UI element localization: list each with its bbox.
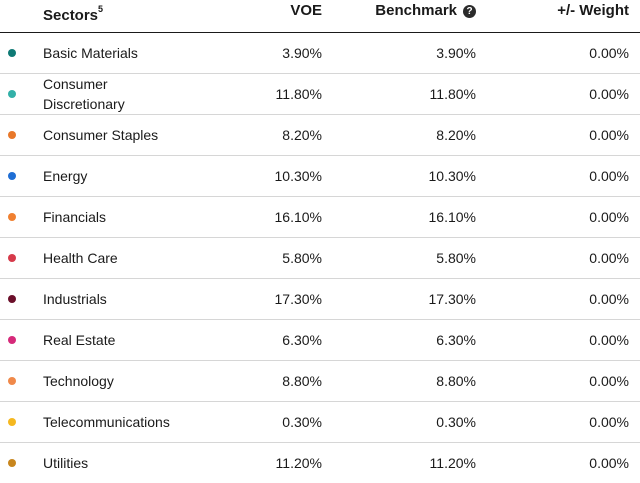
voe-column-header: VOE: [290, 2, 322, 19]
sector-color-dot-icon: [8, 418, 16, 426]
table-row: Consumer Staples 8.20% 8.20% 0.00%: [0, 115, 640, 156]
table-row: Technology 8.80% 8.80% 0.00%: [0, 361, 640, 402]
sector-color-dot-icon: [8, 295, 16, 303]
benchmark-value: 11.80%: [429, 86, 476, 102]
table-header: Sectors5 VOE Benchmark ? +/- Weight: [0, 0, 640, 33]
benchmark-value: 3.90%: [436, 45, 476, 61]
benchmark-value: 11.20%: [429, 455, 476, 471]
weight-diff-value: 0.00%: [589, 86, 629, 102]
sector-name: Consumer Staples: [43, 127, 159, 143]
benchmark-value: 8.80%: [436, 373, 476, 389]
sector-color-dot-icon: [8, 377, 16, 385]
voe-value: 11.20%: [275, 455, 322, 471]
weight-diff-value: 0.00%: [589, 250, 629, 266]
voe-value: 16.10%: [274, 209, 322, 225]
sector-name: Utilities: [43, 455, 89, 471]
table-row: Health Care 5.80% 5.80% 0.00%: [0, 238, 640, 279]
sectors-column-header: Sectors5: [43, 0, 103, 27]
benchmark-header-label: Benchmark: [375, 2, 457, 19]
benchmark-value: 17.30%: [428, 291, 476, 307]
weight-diff-value: 0.00%: [589, 209, 629, 225]
weight-diff-value: 0.00%: [589, 332, 629, 348]
sector-color-dot-icon: [8, 213, 16, 221]
sector-name: Industrials: [43, 291, 107, 307]
sector-name: Consumer Discretionary: [43, 76, 125, 112]
sector-name: Technology: [43, 373, 114, 389]
table-row: Telecommunications 0.30% 0.30% 0.00%: [0, 402, 640, 443]
table-row: Real Estate 6.30% 6.30% 0.00%: [0, 320, 640, 361]
sector-color-dot-icon: [8, 336, 16, 344]
weight-column-header: +/- Weight: [557, 2, 629, 19]
benchmark-value: 6.30%: [436, 332, 476, 348]
voe-value: 17.30%: [274, 291, 322, 307]
sector-name: Financials: [43, 209, 107, 225]
table-row: Energy 10.30% 10.30% 0.00%: [0, 156, 640, 197]
benchmark-value: 16.10%: [428, 209, 476, 225]
table-body: Basic Materials 3.90% 3.90% 0.00% Consumer D…: [0, 33, 640, 483]
benchmark-value: 5.80%: [436, 250, 476, 266]
voe-value: 11.80%: [275, 86, 322, 102]
benchmark-value: 10.30%: [428, 168, 476, 184]
table-row: Utilities 11.20% 11.20% 0.00%: [0, 443, 640, 483]
help-icon[interactable]: ?: [463, 4, 476, 18]
voe-value: 8.20%: [282, 127, 322, 143]
sector-name: Energy: [43, 168, 88, 184]
voe-value: 0.30%: [282, 414, 322, 430]
sector-color-dot-icon: [8, 90, 16, 98]
weight-diff-value: 0.00%: [589, 455, 629, 471]
weight-diff-value: 0.00%: [589, 168, 629, 184]
weight-diff-value: 0.00%: [589, 45, 629, 61]
voe-value: 6.30%: [282, 332, 322, 348]
voe-value: 3.90%: [282, 45, 322, 61]
sector-color-dot-icon: [8, 172, 16, 180]
sector-color-dot-icon: [8, 459, 16, 467]
table-row: Basic Materials 3.90% 3.90% 0.00%: [0, 33, 640, 74]
sector-color-dot-icon: [8, 254, 16, 262]
sector-name: Basic Materials: [43, 45, 138, 61]
weight-diff-value: 0.00%: [589, 373, 629, 389]
sector-name: Real Estate: [43, 332, 116, 348]
weight-diff-value: 0.00%: [589, 291, 629, 307]
sectors-header-label: Sectors: [43, 7, 99, 24]
table-row: Consumer Discretionary 11.80% 11.80% 0.00%: [0, 74, 640, 115]
sector-name: Health Care: [43, 250, 118, 266]
benchmark-value: 0.30%: [436, 414, 476, 430]
sector-name: Telecommunications: [43, 414, 170, 430]
weight-diff-value: 0.00%: [589, 414, 629, 430]
weight-diff-value: 0.00%: [589, 127, 629, 143]
sector-color-dot-icon: [8, 49, 16, 57]
voe-value: 10.30%: [274, 168, 322, 184]
table-row: Industrials 17.30% 17.30% 0.00%: [0, 279, 640, 320]
sectors-footnote-marker[interactable]: 5: [98, 4, 104, 14]
benchmark-column-header: Benchmark ?: [375, 0, 476, 22]
table-row: Financials 16.10% 16.10% 0.00%: [0, 197, 640, 238]
benchmark-value: 8.20%: [436, 127, 476, 143]
voe-value: 5.80%: [282, 250, 322, 266]
voe-value: 8.80%: [282, 373, 322, 389]
sector-color-dot-icon: [8, 131, 16, 139]
